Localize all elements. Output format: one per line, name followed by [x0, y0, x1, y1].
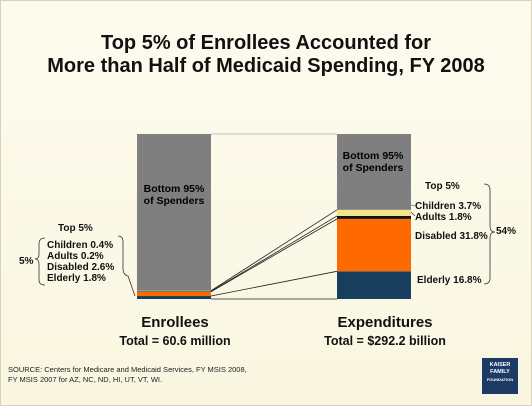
- title-line-2: More than Half of Medicaid Spending, FY …: [47, 55, 485, 77]
- left-bracket-total: 5%: [19, 256, 34, 267]
- chart-title: Top 5% of Enrollees Accounted for More t…: [0, 32, 532, 78]
- left-bracket-pointer: [117, 235, 136, 297]
- total-label-enrollees: Total = 60.6 million: [119, 334, 231, 348]
- right-label-elderly: Elderly 16.8%: [417, 275, 482, 286]
- bar-adults-expenditures: [337, 215, 411, 219]
- total-label-expenditures: Total = $292.2 billion: [324, 334, 446, 348]
- logo-line-1: KAISER: [489, 362, 511, 368]
- bar-adults-enrollees: [137, 291, 211, 293]
- logo-line-3: FOUNDATION: [486, 377, 514, 382]
- bar-elderly-expenditures: [337, 271, 411, 299]
- bar-children-expenditures: [337, 209, 411, 216]
- connector-line-4: [210, 209, 338, 292]
- bar-disabled-enrollees: [137, 291, 211, 297]
- pointer-children-right: [410, 204, 416, 207]
- bottom-95-label-enrollees-line-2: of Spenders: [143, 195, 205, 207]
- connector-line-2: [210, 218, 338, 293]
- right-label-adults: Adults 1.8%: [415, 212, 472, 223]
- category-label-expenditures: Expenditures: [337, 314, 433, 331]
- left-label-disabled: Disabled 2.6%: [47, 262, 115, 273]
- left-label-adults: Adults 0.2%: [47, 251, 104, 262]
- source-line-2: FY MSIS 2007 for AZ, NC, ND, HI, UT, VT,…: [8, 375, 163, 384]
- bottom-95-label-enrollees: Bottom 95% of Spenders: [138, 183, 210, 207]
- right-top5-label: Top 5%: [425, 181, 460, 192]
- left-top5-label: Top 5%: [58, 223, 93, 234]
- bar-disabled-expenditures: [337, 218, 411, 272]
- logo-line-2: FAMILY: [490, 369, 510, 375]
- source-line-1: SOURCE: Centers for Medicare and Medicai…: [8, 365, 247, 374]
- right-label-children: Children 3.7%: [415, 201, 482, 212]
- bar-elderly-enrollees: [137, 296, 211, 299]
- connector-line-3: [210, 215, 338, 292]
- right-label-disabled: Disabled 31.8%: [415, 231, 488, 242]
- bottom-95-label-enrollees-line-1: Bottom 95%: [143, 183, 205, 195]
- right-bracket-total: 54%: [496, 226, 517, 237]
- source-note: SOURCE: Centers for Medicare and Medicai…: [8, 365, 247, 385]
- pointer-adults-right: [410, 211, 416, 217]
- kaiser-logo: KAISER FAMILY FOUNDATION: [482, 358, 518, 394]
- bar-bottom-95-of-spenders-enrollees: [137, 134, 211, 291]
- left-bracket-brace: [34, 237, 46, 286]
- bar-children-enrollees: [137, 290, 211, 292]
- title-line-1: Top 5% of Enrollees Accounted for: [100, 32, 432, 54]
- category-label-enrollees: Enrollees: [141, 314, 209, 331]
- left-label-elderly: Elderly 1.8%: [47, 273, 106, 284]
- bar-bottom-95-of-spenders-expenditures: [337, 134, 411, 210]
- bottom-95-label-expenditures-line-1: Bottom 95%: [342, 150, 404, 162]
- right-bracket-brace: [483, 183, 496, 285]
- connector-line-1: [210, 270, 338, 297]
- bottom-95-label-expenditures-line-2: of Spenders: [342, 162, 404, 174]
- left-label-children: Children 0.4%: [47, 240, 114, 251]
- bottom-95-label-expenditures: Bottom 95% of Spenders: [336, 150, 410, 174]
